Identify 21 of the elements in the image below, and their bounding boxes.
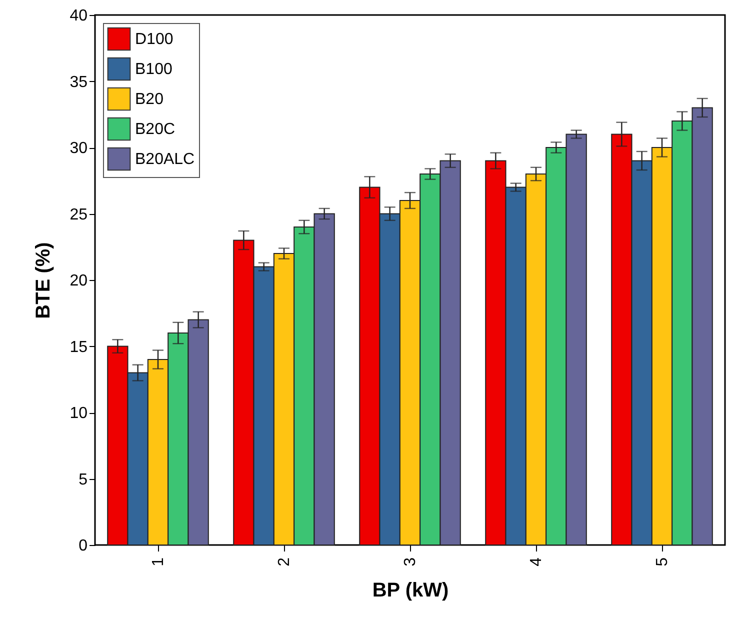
- y-tick-label: 10: [70, 405, 88, 422]
- legend-label: D100: [135, 31, 174, 48]
- y-tick-label: 30: [70, 140, 88, 157]
- x-tick-label: 3: [402, 557, 419, 566]
- y-tick-label: 0: [78, 538, 88, 554]
- y-tick-label: 20: [70, 272, 88, 290]
- y-tick-label: 40: [70, 8, 88, 24]
- x-tick-label: 1: [150, 557, 167, 566]
- y-tick-label: 25: [70, 206, 88, 224]
- legend-label: B20ALC: [135, 151, 195, 168]
- y-tick-label: 35: [70, 74, 88, 91]
- legend-label: B20C: [135, 121, 176, 138]
- legend-label: B100: [135, 61, 172, 78]
- x-tick-label: 2: [276, 557, 293, 566]
- y-tick-label: 5: [78, 471, 88, 488]
- legend-label: B20: [135, 91, 164, 108]
- x-axis-title: BP (kW): [372, 579, 449, 602]
- y-axis-title: BTE (%): [32, 242, 55, 319]
- x-tick-label: 5: [654, 557, 671, 566]
- y-tick-label: 15: [70, 338, 88, 356]
- x-tick-label: 4: [528, 557, 545, 566]
